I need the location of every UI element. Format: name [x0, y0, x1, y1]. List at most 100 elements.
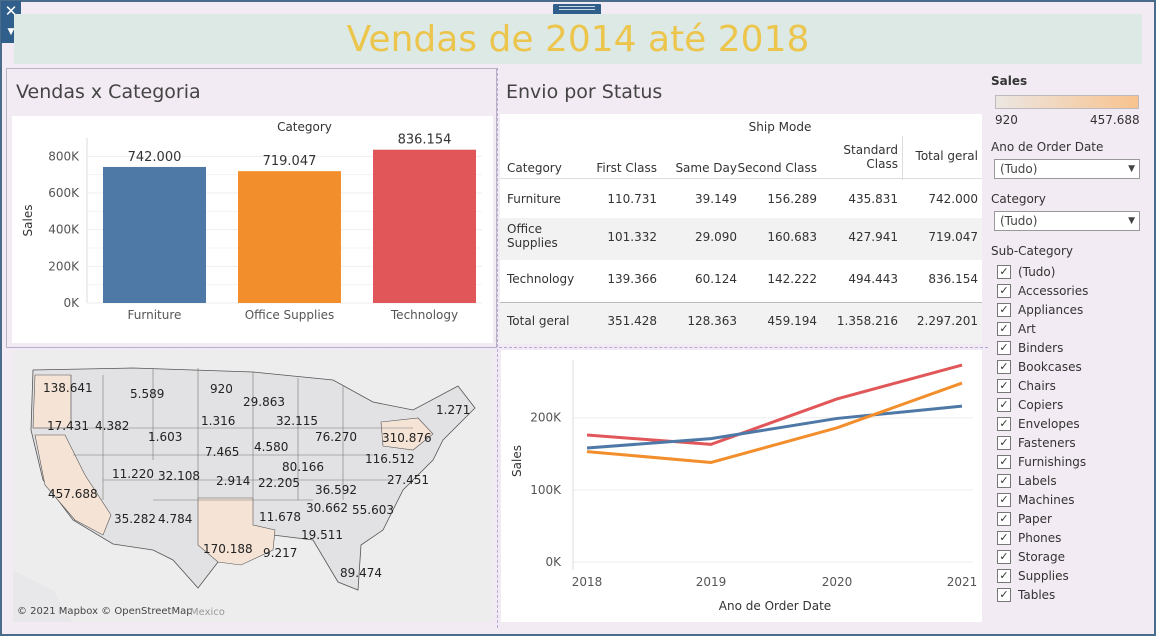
table-cell: 1.358.216 — [836, 314, 898, 328]
map-area[interactable]: 138.641 5.589 920 29.863 1.271 17.431 4.… — [13, 350, 493, 622]
order-date-value: (Tudo) — [1000, 162, 1038, 176]
table-row — [500, 180, 982, 218]
sub-category-option[interactable]: ✓ Envelopes — [997, 416, 1080, 435]
table-cell: 494.443 — [848, 272, 898, 286]
checkbox-checked-icon[interactable]: ✓ — [997, 568, 1011, 583]
bar-chart: Category 0K 200K 400K 600K 800K Sales 742.000 Fu… — [21, 120, 482, 322]
sub-category-option[interactable]: ✓ Storage — [997, 549, 1065, 568]
us-map[interactable] — [13, 350, 493, 622]
sub-category-label: Phones — [1018, 531, 1062, 545]
map-attribution[interactable]: © 2021 Mapbox © OpenStreetMap — [17, 606, 193, 617]
checkbox-checked-icon[interactable]: ✓ — [997, 492, 1011, 507]
map-label: 32.115 — [276, 414, 318, 428]
map-label: 1.603 — [148, 430, 183, 444]
checkbox-checked-icon[interactable]: ✓ — [997, 264, 1011, 279]
category-dropdown[interactable]: (Tudo) ▼ — [994, 211, 1140, 231]
table-row-label: Technology — [507, 272, 575, 286]
table-row-header: Category — [507, 161, 562, 175]
map-label: 27.451 — [387, 473, 429, 487]
sub-category-option[interactable]: ✓ Binders — [997, 340, 1064, 359]
sub-category-option[interactable]: ✓ Supplies — [997, 568, 1069, 587]
map-label: 11.678 — [259, 510, 301, 524]
sub-category-label: Storage — [1018, 550, 1065, 564]
table-cell: 2.297.201 — [916, 314, 978, 328]
table-group-header: Ship Mode — [748, 120, 812, 134]
sub-category-option[interactable]: ✓ Chairs — [997, 378, 1056, 397]
checkbox-checked-icon[interactable]: ✓ — [997, 530, 1011, 545]
sub-category-option[interactable]: ✓ Machines — [997, 492, 1074, 511]
panel-divider-vertical — [497, 68, 498, 628]
checkbox-checked-icon[interactable]: ✓ — [997, 549, 1011, 564]
sub-category-option[interactable]: ✓ Labels — [997, 473, 1057, 492]
sub-category-option[interactable]: ✓ Accessories — [997, 283, 1088, 302]
checkbox-checked-icon[interactable]: ✓ — [997, 454, 1011, 469]
sub-category-option[interactable]: ✓ Appliances — [997, 302, 1084, 321]
checkbox-checked-icon[interactable]: ✓ — [997, 397, 1011, 412]
y-tick-label: 800K — [48, 149, 80, 163]
sub-category-option[interactable]: ✓ Furnishings — [997, 454, 1087, 473]
checkbox-checked-icon[interactable]: ✓ — [997, 378, 1011, 393]
sub-category-option[interactable]: ✓ (Tudo) — [997, 264, 1055, 283]
map-country-label: Mexico — [190, 607, 225, 618]
table-row-label: Furniture — [507, 192, 561, 206]
sub-category-label: Appliances — [1018, 303, 1084, 317]
bar-panel-title: Vendas x Categoria — [16, 81, 201, 103]
checkbox-checked-icon[interactable]: ✓ — [997, 587, 1011, 602]
checkbox-checked-icon[interactable]: ✓ — [997, 473, 1011, 488]
order-date-dropdown[interactable]: (Tudo) ▼ — [994, 159, 1140, 179]
checkbox-checked-icon[interactable]: ✓ — [997, 321, 1011, 336]
sub-category-option[interactable]: ✓ Copiers — [997, 397, 1064, 416]
sub-category-label: Binders — [1018, 341, 1064, 355]
checkbox-checked-icon[interactable]: ✓ — [997, 340, 1011, 355]
line-chart: 0K 100K 200K Sales 2018 2019 2020 2021 Ano de Or… — [510, 360, 977, 613]
x-tick-label: 2018 — [572, 575, 603, 589]
table-cell: 101.332 — [607, 230, 657, 244]
table-column-header: Second Class — [737, 161, 817, 175]
sub-category-label: Fasteners — [1018, 436, 1076, 450]
checkbox-checked-icon[interactable]: ✓ — [997, 359, 1011, 374]
y-axis-label: Sales — [21, 205, 35, 237]
table-row — [500, 302, 982, 344]
table-row — [500, 260, 982, 302]
drag-handle-icon[interactable] — [553, 4, 601, 15]
table-header-divider — [500, 178, 982, 179]
map-label: 9.217 — [263, 546, 298, 560]
table-cell: 742.000 — [928, 192, 978, 206]
table-cell: 427.941 — [848, 230, 898, 244]
map-label: 55.603 — [352, 503, 394, 517]
table-cell: 128.363 — [687, 314, 737, 328]
checkbox-checked-icon[interactable]: ✓ — [997, 416, 1011, 431]
map-label: 29.863 — [243, 395, 285, 409]
map-label: 30.662 — [306, 501, 348, 515]
sub-category-option[interactable]: ✓ Paper — [997, 511, 1052, 530]
checkbox-checked-icon[interactable]: ✓ — [997, 435, 1011, 450]
checkbox-checked-icon[interactable]: ✓ — [997, 511, 1011, 526]
sub-category-option[interactable]: ✓ Art — [997, 321, 1036, 340]
bar-value-label: 836.154 — [398, 133, 452, 148]
sub-category-option[interactable]: ✓ Phones — [997, 530, 1062, 549]
checkbox-checked-icon[interactable]: ✓ — [997, 302, 1011, 317]
sub-category-option[interactable]: ✓ Bookcases — [997, 359, 1082, 378]
table-cell: 156.289 — [767, 192, 817, 206]
sub-category-option[interactable]: ✓ Fasteners — [997, 435, 1076, 454]
sales-legend-title: Sales — [991, 74, 1028, 88]
sub-category-option[interactable]: ✓ Tables — [997, 587, 1055, 606]
sub-category-label: Copiers — [1018, 398, 1064, 412]
map-label: 457.688 — [48, 487, 98, 501]
y-tick-label: 0K — [63, 296, 80, 310]
map-label: 1.271 — [436, 403, 471, 417]
y-tick-label: 0K — [545, 555, 562, 569]
category-filter-label: Category — [991, 192, 1046, 206]
series-line — [586, 363, 963, 446]
checkbox-checked-icon[interactable]: ✓ — [997, 283, 1011, 298]
table-column-header: Same Day — [675, 161, 737, 175]
table-row-label: Total geral — [507, 314, 570, 328]
map-label: 17.431 — [47, 419, 89, 433]
table-cell: 29.090 — [695, 230, 737, 244]
sub-category-filter-label: Sub-Category — [991, 244, 1073, 258]
sub-category-label: Furnishings — [1018, 455, 1087, 469]
map-label: 80.166 — [282, 460, 324, 474]
bar-value-label: 719.047 — [263, 154, 317, 169]
map-label: 22.205 — [258, 476, 300, 490]
menu-dropdown-icon[interactable]: ▼ — [7, 27, 15, 37]
